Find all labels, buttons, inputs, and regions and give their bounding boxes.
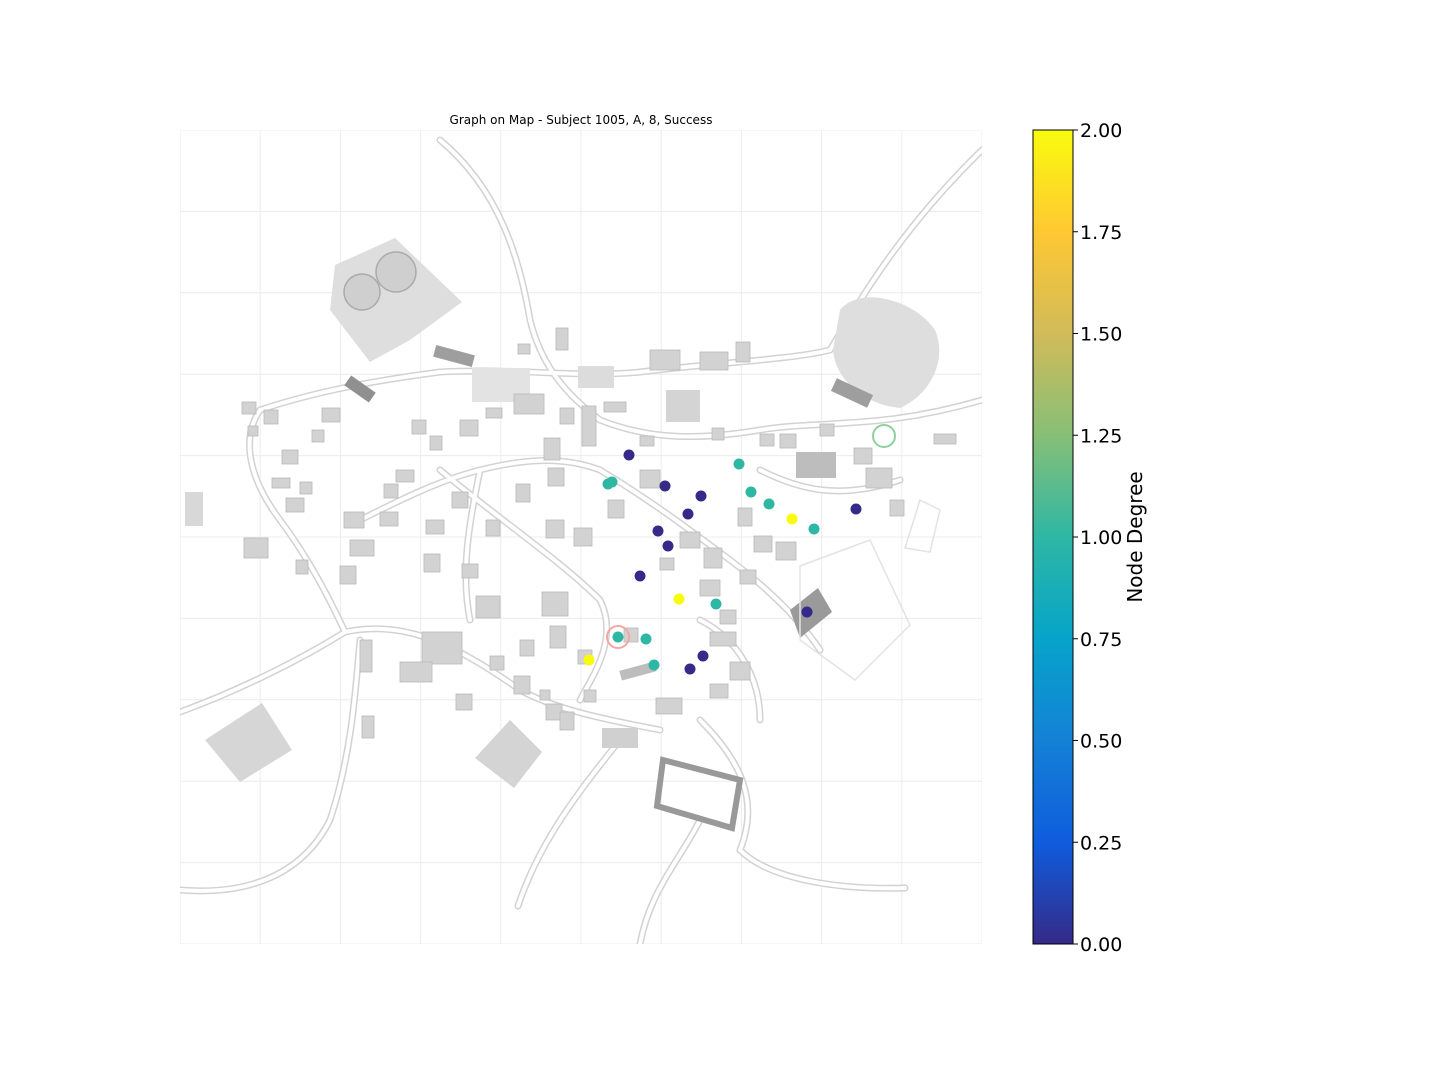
node-point: [652, 525, 664, 537]
node-point: [662, 540, 674, 552]
colorbar-gradient: [1032, 129, 1074, 945]
node-point: [697, 650, 709, 662]
node-point: [640, 633, 652, 645]
start-marker: [606, 625, 630, 649]
map-background: [180, 130, 982, 944]
chart-title: Graph on Map - Subject 1005, A, 8, Succe…: [450, 113, 713, 127]
colorbar-tick-label: 1.00: [1080, 527, 1122, 549]
node-point: [634, 570, 646, 582]
colorbar-tick-label: 1.50: [1080, 324, 1122, 346]
goal-marker: [872, 424, 896, 448]
node-point: [612, 631, 624, 643]
node-point: [808, 523, 820, 535]
map-features: [185, 238, 941, 832]
node-point: [763, 498, 775, 510]
node-point: [745, 486, 757, 498]
node-point: [583, 654, 595, 666]
colorbar-tick-label: 0.50: [1080, 731, 1122, 753]
colorbar-ticks: 0.00 0.25 0.50 0.75 1.00 1.25 1.50 1.75 2.00: [1073, 120, 1122, 956]
node-point: [733, 458, 745, 470]
colorbar-tick-label: 0.75: [1080, 629, 1122, 651]
node-point: [695, 490, 707, 502]
map-buildings: [241, 327, 957, 739]
node-point: [659, 480, 671, 492]
colorbar-tick-label: 0.25: [1080, 832, 1122, 854]
colorbar-tick-label: 1.25: [1080, 425, 1122, 447]
node-point: [710, 598, 722, 610]
node-point: [801, 606, 813, 618]
node-point: [786, 513, 798, 525]
colorbar-label: Node Degree: [1123, 471, 1147, 602]
colorbar: 0.00 0.25 0.50 0.75 1.00 1.25 1.50 1.75 2.00 Nod…: [1032, 120, 1147, 956]
node-point: [673, 593, 685, 605]
node-point: [623, 449, 635, 461]
node-point: [606, 476, 618, 488]
node-points: [583, 449, 862, 675]
colorbar-tick-label: 1.75: [1080, 222, 1122, 244]
colorbar-tick-label: 0.00: [1080, 934, 1122, 956]
node-point: [850, 503, 862, 515]
node-point: [648, 659, 660, 671]
colorbar-tick-label: 2.00: [1080, 120, 1122, 142]
start-goal-markers: [606, 424, 896, 649]
node-point: [682, 508, 694, 520]
node-point: [684, 663, 696, 675]
